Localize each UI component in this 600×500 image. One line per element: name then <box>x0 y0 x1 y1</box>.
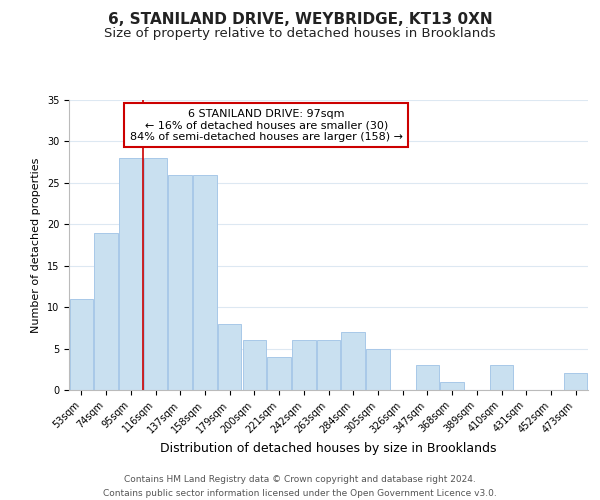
Text: 6 STANILAND DRIVE: 97sqm
← 16% of detached houses are smaller (30)
84% of semi-d: 6 STANILAND DRIVE: 97sqm ← 16% of detach… <box>130 108 403 142</box>
Bar <box>292 340 316 390</box>
Bar <box>564 374 587 390</box>
Y-axis label: Number of detached properties: Number of detached properties <box>31 158 41 332</box>
Text: Contains HM Land Registry data © Crown copyright and database right 2024.
Contai: Contains HM Land Registry data © Crown c… <box>103 476 497 498</box>
Text: Size of property relative to detached houses in Brooklands: Size of property relative to detached ho… <box>104 28 496 40</box>
Bar <box>366 348 389 390</box>
Bar <box>144 158 167 390</box>
Bar <box>70 299 93 390</box>
Bar <box>341 332 365 390</box>
Bar <box>440 382 464 390</box>
Bar <box>317 340 340 390</box>
Bar <box>119 158 143 390</box>
Bar <box>490 365 513 390</box>
Bar <box>169 174 192 390</box>
Bar <box>218 324 241 390</box>
Bar <box>242 340 266 390</box>
Bar <box>193 174 217 390</box>
Bar <box>94 232 118 390</box>
Bar <box>268 357 291 390</box>
Bar <box>416 365 439 390</box>
Text: 6, STANILAND DRIVE, WEYBRIDGE, KT13 0XN: 6, STANILAND DRIVE, WEYBRIDGE, KT13 0XN <box>107 12 493 28</box>
X-axis label: Distribution of detached houses by size in Brooklands: Distribution of detached houses by size … <box>160 442 497 454</box>
